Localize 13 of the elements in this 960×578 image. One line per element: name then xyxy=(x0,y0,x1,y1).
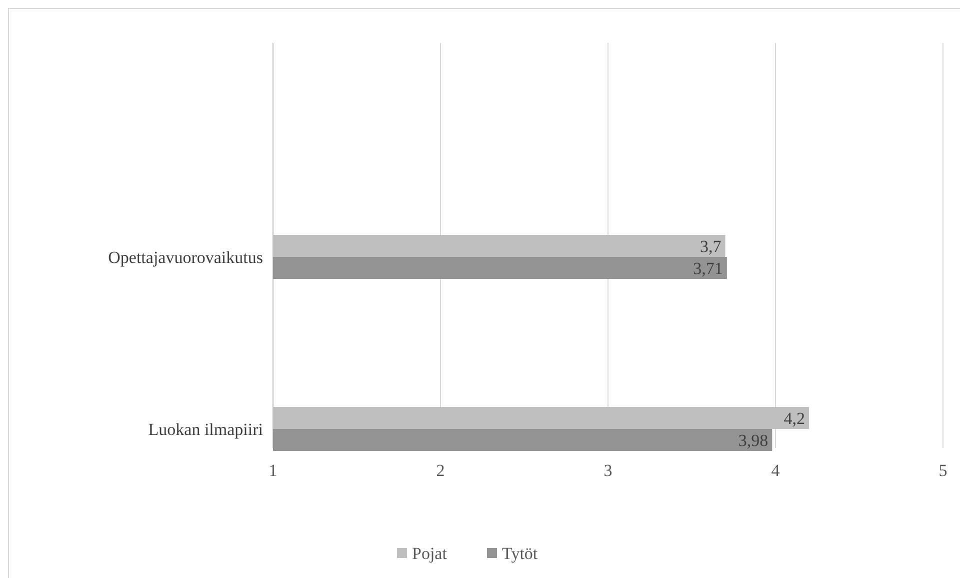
y-tick-label: Luokan ilmapiiri xyxy=(148,420,264,439)
legend-label: Tytöt xyxy=(502,544,538,563)
x-tick-label: 3 xyxy=(604,461,612,480)
data-label: 3,71 xyxy=(693,259,723,278)
x-tick-label: 5 xyxy=(938,461,948,480)
x-tick-label: 4 xyxy=(771,461,780,480)
x-tick-label: 1 xyxy=(268,461,278,480)
legend-label: Pojat xyxy=(412,544,448,563)
y-tick-label: Opettajavuorovaikutus xyxy=(108,248,263,267)
data-label: 4,2 xyxy=(784,409,805,428)
x-tick-label: 2 xyxy=(436,461,445,480)
data-label: 3,98 xyxy=(738,431,768,450)
data-label: 3,7 xyxy=(700,237,722,256)
